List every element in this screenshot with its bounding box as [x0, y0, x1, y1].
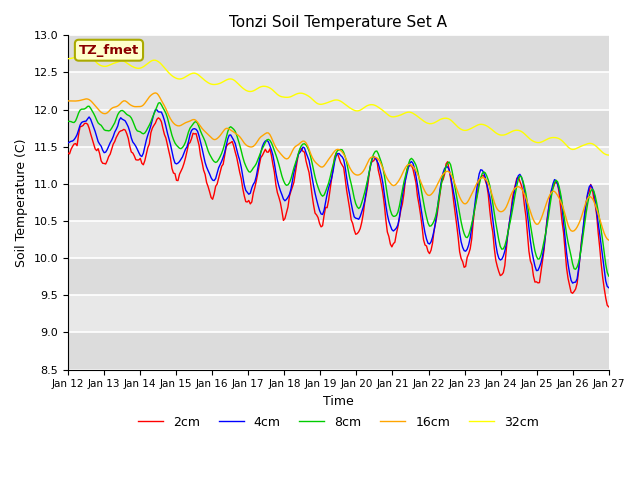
Legend: 2cm, 4cm, 8cm, 16cm, 32cm: 2cm, 4cm, 8cm, 16cm, 32cm	[133, 410, 544, 433]
2cm	[605, 304, 612, 310]
4cm	[302, 150, 310, 156]
4cm	[245, 192, 253, 197]
Bar	[68, 72, 609, 109]
8cm	[156, 100, 164, 106]
4cm	[64, 140, 72, 146]
Bar	[68, 36, 609, 72]
2cm	[131, 153, 138, 159]
16cm	[64, 98, 72, 104]
X-axis label: Time: Time	[323, 395, 354, 408]
8cm	[64, 119, 72, 124]
32cm	[576, 144, 584, 149]
16cm	[576, 217, 584, 223]
2cm	[245, 198, 253, 204]
4cm	[254, 165, 262, 171]
32cm	[605, 152, 612, 158]
8cm	[302, 142, 310, 148]
Y-axis label: Soil Temperature (C): Soil Temperature (C)	[15, 138, 28, 267]
4cm	[131, 141, 138, 147]
Line: 16cm: 16cm	[68, 93, 609, 240]
2cm	[64, 150, 72, 156]
4cm	[227, 132, 234, 138]
Bar	[68, 221, 609, 258]
16cm	[245, 144, 253, 149]
32cm	[254, 85, 262, 91]
Line: 32cm: 32cm	[68, 54, 609, 155]
16cm	[227, 127, 234, 133]
8cm	[576, 252, 584, 258]
16cm	[605, 237, 612, 243]
16cm	[131, 104, 138, 109]
Text: TZ_fmet: TZ_fmet	[79, 44, 139, 57]
Title: Tonzi Soil Temperature Set A: Tonzi Soil Temperature Set A	[229, 15, 447, 30]
8cm	[227, 124, 234, 130]
4cm	[605, 285, 612, 290]
2cm	[227, 140, 234, 145]
2cm	[254, 170, 262, 176]
32cm	[302, 92, 310, 97]
Bar	[68, 184, 609, 221]
32cm	[245, 88, 253, 94]
2cm	[154, 115, 162, 121]
Bar	[68, 147, 609, 184]
4cm	[576, 253, 584, 259]
16cm	[254, 138, 262, 144]
4cm	[152, 107, 159, 113]
8cm	[254, 157, 262, 163]
Bar	[68, 258, 609, 295]
32cm	[64, 56, 72, 61]
8cm	[245, 169, 253, 175]
Line: 2cm: 2cm	[68, 118, 609, 307]
32cm	[132, 65, 140, 71]
Bar	[68, 109, 609, 147]
2cm	[576, 252, 584, 258]
8cm	[605, 273, 612, 279]
8cm	[131, 122, 138, 128]
16cm	[302, 140, 310, 146]
32cm	[227, 76, 234, 82]
Bar	[68, 295, 609, 333]
16cm	[152, 90, 159, 96]
Line: 8cm: 8cm	[68, 103, 609, 276]
2cm	[302, 158, 310, 164]
32cm	[81, 51, 88, 57]
Line: 4cm: 4cm	[68, 110, 609, 288]
Bar	[68, 333, 609, 370]
